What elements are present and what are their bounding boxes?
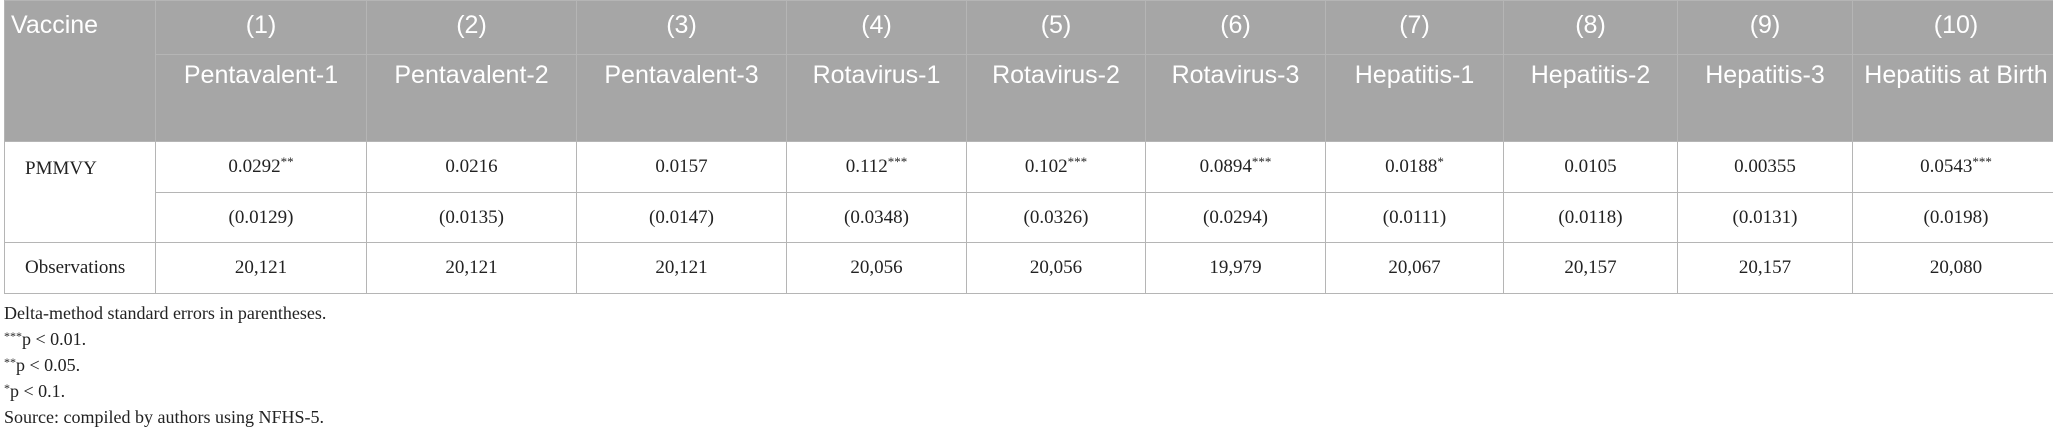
column-number-header: (10) — [1853, 1, 2053, 55]
standard-error-cell: (0.0135) — [367, 193, 577, 243]
column-number-header: (9) — [1678, 1, 1853, 55]
estimate-value: 0.0894 — [1200, 156, 1252, 177]
estimate-value: 0.0543 — [1920, 156, 1972, 177]
significance-stars: * — [1437, 154, 1444, 169]
table-header: Vaccine (1) (2) (3) (4) (5) (6) (7) (8) … — [5, 1, 2053, 142]
estimate-value: 0.0105 — [1564, 156, 1616, 177]
regression-results-table: Vaccine (1) (2) (3) (4) (5) (6) (7) (8) … — [4, 0, 2053, 294]
row-label-observations: Observations — [5, 243, 156, 294]
table-body: PMMVY 0.0292** 0.0216 0.0157 0.112*** 0.… — [5, 142, 2053, 294]
vaccine-name-header: Hepatitis-2 — [1504, 55, 1678, 142]
estimate-cell: 0.0894*** — [1146, 142, 1326, 193]
column-number-header: (7) — [1326, 1, 1504, 55]
estimate-cell: 0.0292** — [156, 142, 367, 193]
estimate-value: 0.102 — [1025, 156, 1068, 177]
observations-cell: 20,056 — [787, 243, 967, 294]
header-row-numbers: Vaccine (1) (2) (3) (4) (5) (6) (7) (8) … — [5, 1, 2053, 55]
significance-note-text: p < 0.1. — [10, 381, 65, 401]
significance-stars: ** — [281, 154, 294, 169]
column-number-header: (1) — [156, 1, 367, 55]
significance-note: *p < 0.1. — [4, 378, 2049, 404]
significance-stars: *** — [888, 154, 908, 169]
vaccine-name-header: Hepatitis at Birth — [1853, 55, 2053, 142]
results-table-container: Vaccine (1) (2) (3) (4) (5) (6) (7) (8) … — [4, 0, 2049, 430]
vaccine-name-header: Rotavirus-1 — [787, 55, 967, 142]
vaccine-name-header: Pentavalent-1 — [156, 55, 367, 142]
estimate-cell: 0.0216 — [367, 142, 577, 193]
significance-stars: *** — [1972, 154, 1992, 169]
observations-cell: 20,157 — [1678, 243, 1853, 294]
significance-note: ***p < 0.01. — [4, 326, 2049, 352]
column-number-header: (8) — [1504, 1, 1678, 55]
standard-error-cell: (0.0111) — [1326, 193, 1504, 243]
estimate-cell: 0.0157 — [577, 142, 787, 193]
significance-note-stars: ** — [4, 355, 16, 369]
column-number-header: (6) — [1146, 1, 1326, 55]
observations-cell: 19,979 — [1146, 243, 1326, 294]
estimate-value: 0.0188 — [1385, 156, 1437, 177]
significance-note-stars: *** — [4, 329, 22, 343]
standard-error-cell: (0.0118) — [1504, 193, 1678, 243]
observations-cell: 20,080 — [1853, 243, 2053, 294]
standard-error-cell: (0.0294) — [1146, 193, 1326, 243]
estimate-value: 0.112 — [846, 156, 888, 177]
standard-error-cell: (0.0131) — [1678, 193, 1853, 243]
column-number-header: (4) — [787, 1, 967, 55]
significance-stars: *** — [1252, 154, 1272, 169]
table-row-observations: Observations 20,121 20,121 20,121 20,056… — [5, 243, 2053, 294]
estimate-value: 0.00355 — [1734, 156, 1796, 177]
observations-cell: 20,056 — [967, 243, 1146, 294]
observations-cell: 20,121 — [367, 243, 577, 294]
estimate-cell: 0.0105 — [1504, 142, 1678, 193]
significance-note: **p < 0.05. — [4, 352, 2049, 378]
table-row-pmmvy-estimate: PMMVY 0.0292** 0.0216 0.0157 0.112*** 0.… — [5, 142, 2053, 193]
column-number-header: (3) — [577, 1, 787, 55]
vaccine-name-header: Hepatitis-1 — [1326, 55, 1504, 142]
significance-note-text: p < 0.01. — [22, 329, 86, 349]
observations-cell: 20,121 — [577, 243, 787, 294]
observations-cell: 20,067 — [1326, 243, 1504, 294]
standard-error-cell: (0.0198) — [1853, 193, 2053, 243]
observations-cell: 20,121 — [156, 243, 367, 294]
estimate-cell: 0.0543*** — [1853, 142, 2053, 193]
observations-cell: 20,157 — [1504, 243, 1678, 294]
standard-error-note: Delta-method standard errors in parenthe… — [4, 300, 2049, 326]
significance-stars: *** — [1068, 154, 1088, 169]
estimate-cell: 0.112*** — [787, 142, 967, 193]
table-row-standard-errors: (0.0129) (0.0135) (0.0147) (0.0348) (0.0… — [5, 193, 2053, 243]
column-number-header: (5) — [967, 1, 1146, 55]
standard-error-cell: (0.0129) — [156, 193, 367, 243]
significance-note-text: p < 0.05. — [16, 355, 80, 375]
header-row-vaccine-names: Pentavalent-1 Pentavalent-2 Pentavalent-… — [5, 55, 2053, 142]
row-label-pmmvy: PMMVY — [5, 142, 156, 243]
estimate-cell: 0.00355 — [1678, 142, 1853, 193]
estimate-cell: 0.0188* — [1326, 142, 1504, 193]
vaccine-name-header: Pentavalent-3 — [577, 55, 787, 142]
estimate-value: 0.0216 — [445, 156, 497, 177]
vaccine-name-header: Hepatitis-3 — [1678, 55, 1853, 142]
vaccine-name-header: Rotavirus-3 — [1146, 55, 1326, 142]
vaccine-name-header: Pentavalent-2 — [367, 55, 577, 142]
standard-error-cell: (0.0147) — [577, 193, 787, 243]
estimate-cell: 0.102*** — [967, 142, 1146, 193]
vaccine-name-header: Rotavirus-2 — [967, 55, 1146, 142]
estimate-value: 0.0157 — [655, 156, 707, 177]
standard-error-cell: (0.0348) — [787, 193, 967, 243]
table-footnotes: Delta-method standard errors in parenthe… — [4, 300, 2049, 430]
column-number-header: (2) — [367, 1, 577, 55]
standard-error-cell: (0.0326) — [967, 193, 1146, 243]
vaccine-column-header: Vaccine — [5, 1, 156, 142]
estimate-value: 0.0292 — [228, 156, 280, 177]
